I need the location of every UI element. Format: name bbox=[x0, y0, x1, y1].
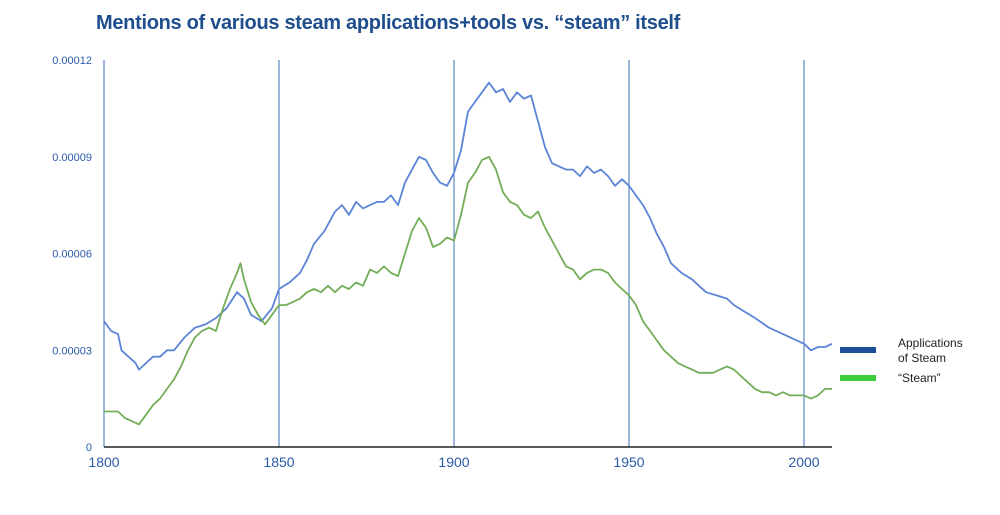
y-tick-label: 0 bbox=[86, 442, 92, 454]
legend-swatch bbox=[840, 347, 876, 353]
series-line-applications-of-steam bbox=[103, 81, 833, 371]
y-tick-label: 0.00003 bbox=[52, 345, 92, 357]
x-tick-label: 1800 bbox=[88, 454, 119, 470]
gridlines bbox=[103, 60, 805, 447]
x-tick-label: 1850 bbox=[263, 454, 294, 470]
legend-label: “Steam” bbox=[898, 371, 941, 385]
legend-swatch bbox=[840, 375, 876, 381]
x-tick-label: 2000 bbox=[788, 454, 819, 470]
y-tick-label: 0.00012 bbox=[52, 55, 92, 67]
y-tick-label: 0.00006 bbox=[52, 249, 92, 261]
x-tick-label: 1950 bbox=[613, 454, 644, 470]
axes: 1800 1850 1900 1950 2000 0 0.00003 0.00006 0.000… bbox=[52, 55, 832, 470]
series-line-steam bbox=[104, 155, 832, 426]
x-tick-label: 1900 bbox=[438, 454, 469, 470]
legend-label: Applications of Steam bbox=[898, 336, 963, 365]
y-tick-label: 0.00009 bbox=[52, 152, 92, 164]
legend: Applications of Steam “Steam” bbox=[840, 336, 963, 385]
series-lines bbox=[103, 81, 833, 426]
chart-title: Mentions of various steam applications+t… bbox=[96, 12, 681, 34]
